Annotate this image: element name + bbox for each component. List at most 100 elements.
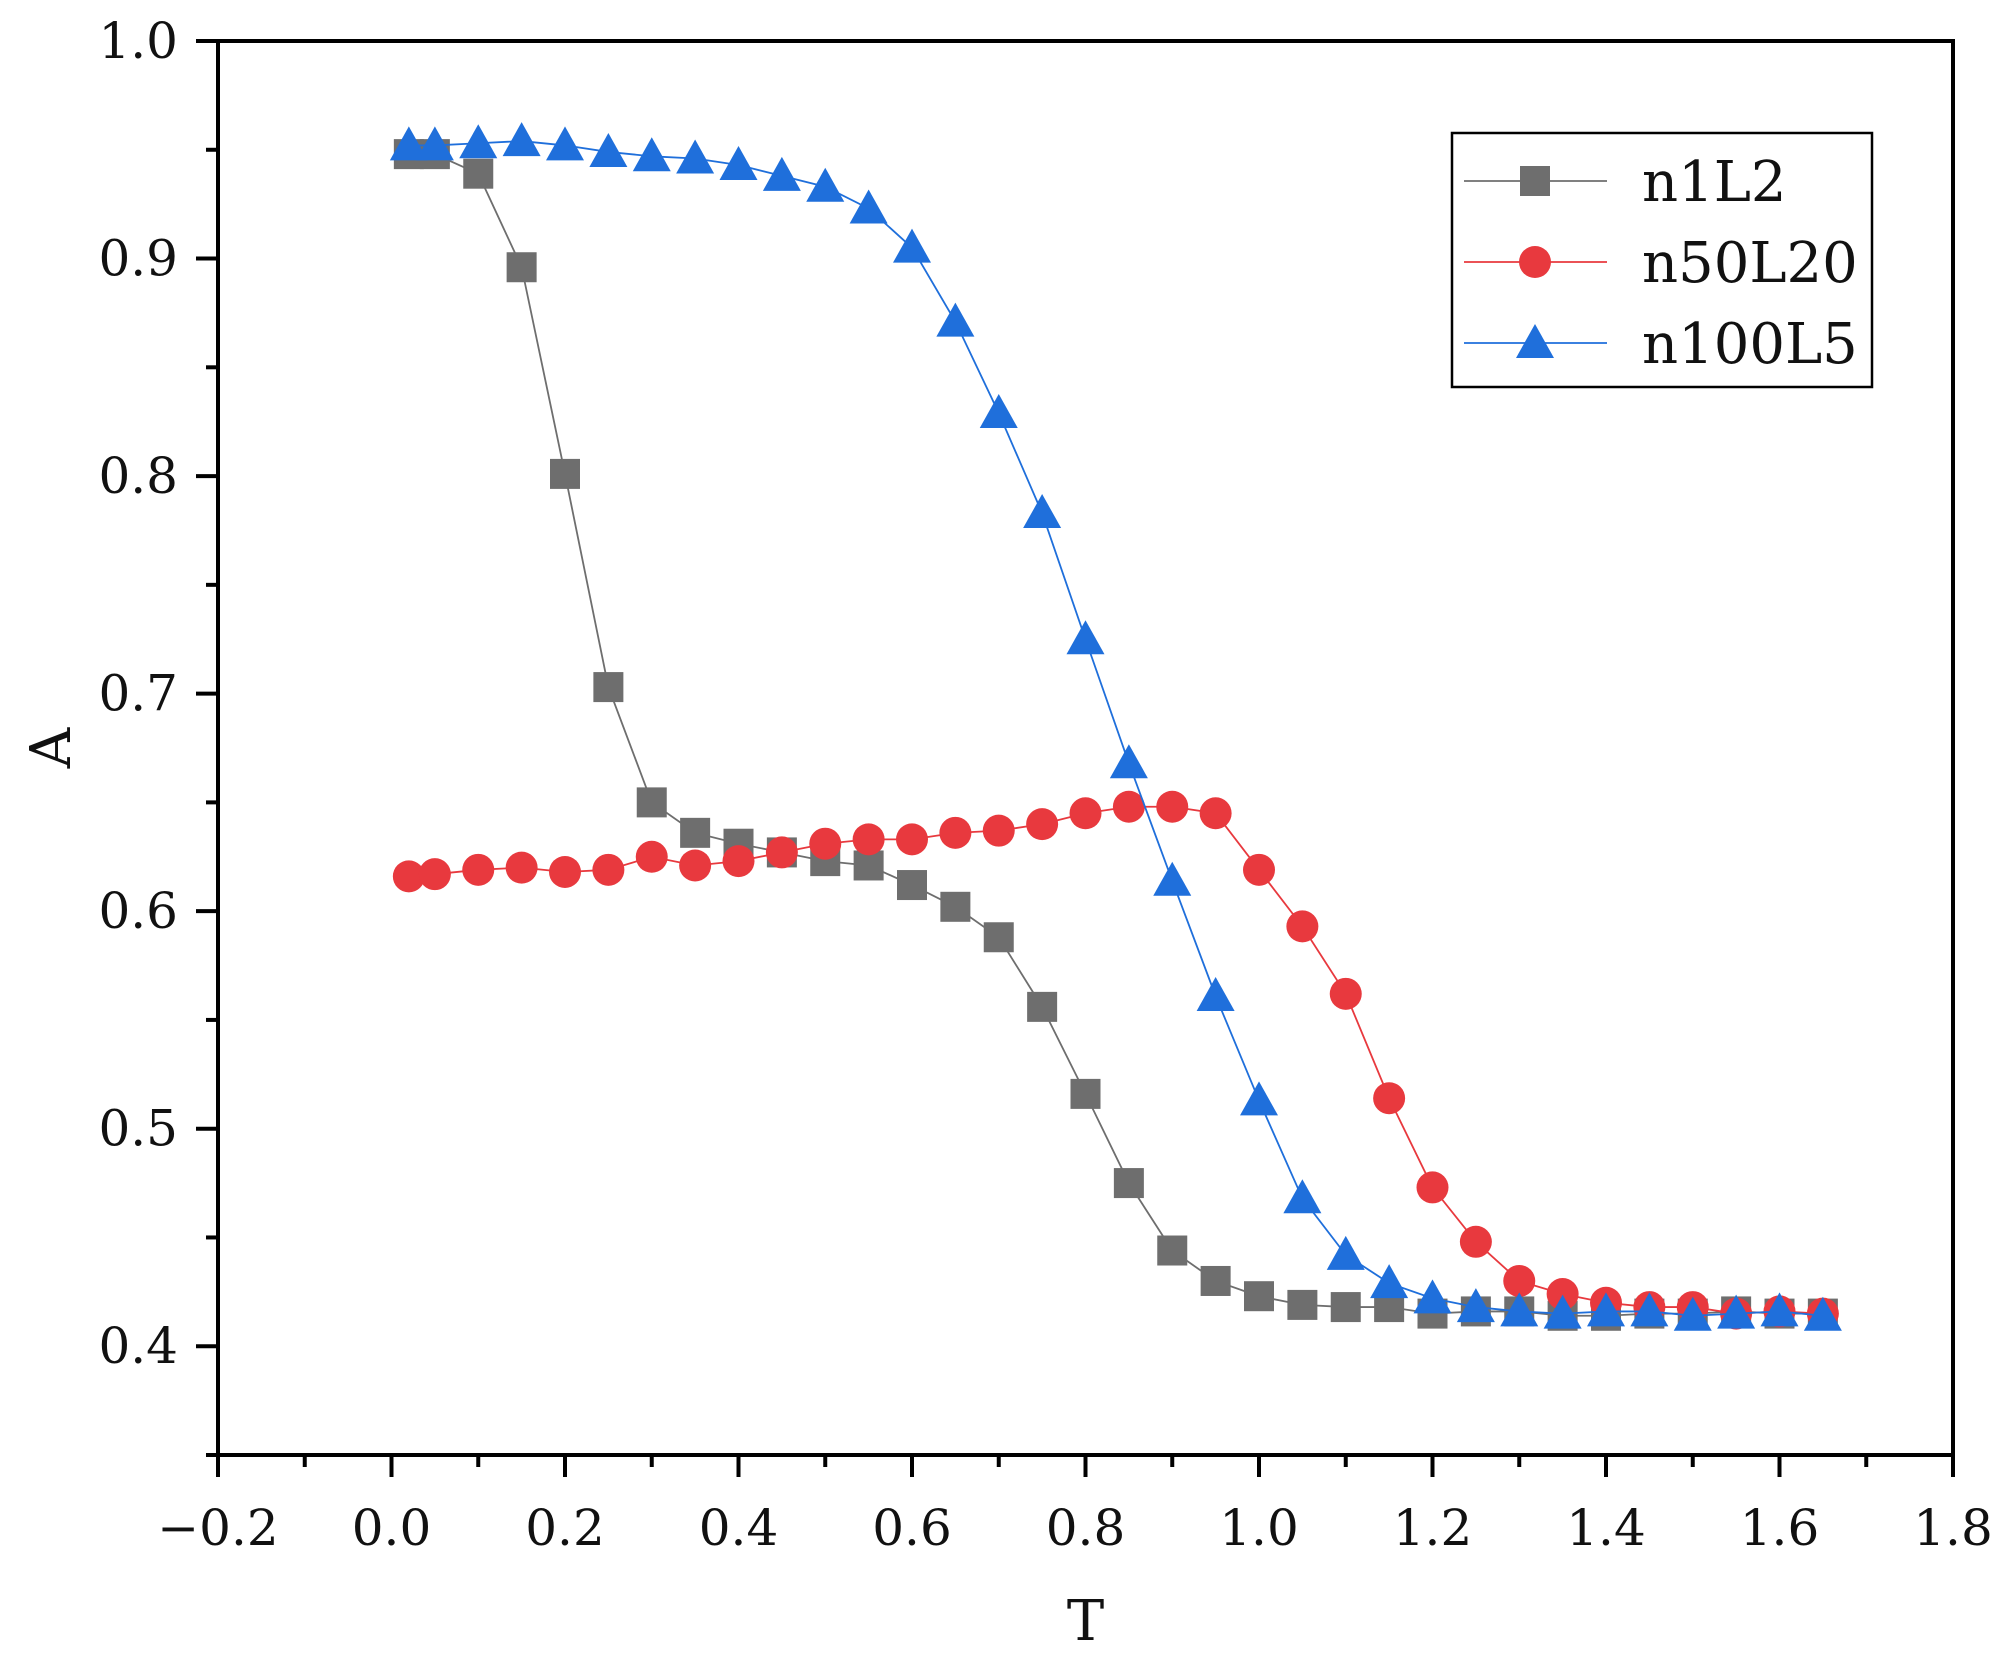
- point-n1l2: [897, 870, 927, 901]
- point-n100l5: [1023, 494, 1062, 529]
- point-n100l5: [1153, 861, 1192, 896]
- point-n1l2: [1287, 1289, 1318, 1320]
- point-n100l5: [459, 124, 498, 159]
- y-axis-title: A: [19, 727, 84, 769]
- point-n100l5: [1283, 1179, 1322, 1214]
- point-n100l5: [979, 393, 1018, 428]
- point-n1l2: [680, 817, 711, 848]
- y-tick-label: 1.0: [98, 12, 178, 70]
- point-n100l5: [1109, 744, 1148, 779]
- point-n100l5: [1630, 1292, 1669, 1327]
- x-tick-label: 1.8: [1913, 1499, 1993, 1557]
- x-tick-label: 0.6: [872, 1499, 952, 1557]
- point-n100l5: [806, 167, 845, 202]
- series-line-n1l2: [408, 153, 1823, 1317]
- point-n100l5: [936, 302, 975, 337]
- x-tick-label: 0.4: [699, 1499, 779, 1557]
- point-n50l20: [809, 827, 842, 860]
- y-tick-label: 0.6: [98, 882, 178, 940]
- legend-item-n50l20: n50L20: [1464, 231, 1858, 296]
- x-tick-label: 1.2: [1393, 1499, 1473, 1557]
- point-n100l5: [1326, 1235, 1365, 1270]
- y-tick-label: 0.4: [98, 1317, 178, 1375]
- point-n50l20: [1416, 1171, 1449, 1204]
- point-n50l20: [1503, 1264, 1536, 1297]
- point-n1l2: [1027, 991, 1058, 1022]
- point-n100l5: [1500, 1292, 1539, 1327]
- series-n100l5: [389, 122, 1842, 1331]
- point-n50l20: [1329, 977, 1362, 1010]
- point-n100l5: [415, 126, 454, 161]
- point-n100l5: [632, 137, 671, 172]
- x-axis: −0.2 0.0 0.2 0.4 0.6 0.8 1.0 1.2 1.4 1.6 1.8: [157, 1455, 1993, 1557]
- point-n100l5: [1673, 1296, 1712, 1331]
- legend-marker-n50l20: [1519, 246, 1551, 278]
- point-n1l2: [1200, 1265, 1231, 1296]
- point-n100l5: [1543, 1294, 1582, 1329]
- point-n50l20: [1156, 790, 1189, 823]
- legend-label-n100l5: n100L5: [1642, 312, 1858, 377]
- legend-label-n1l2: n1L2: [1642, 150, 1787, 215]
- y-tick-label: 0.8: [98, 447, 178, 505]
- point-n100l5: [1240, 1081, 1278, 1116]
- point-n50l20: [1112, 790, 1145, 823]
- point-n1l2: [1244, 1281, 1274, 1312]
- point-n100l5: [1587, 1292, 1625, 1327]
- point-n1l2: [1113, 1168, 1144, 1199]
- point-n50l20: [505, 851, 538, 884]
- point-n50l20: [1546, 1278, 1579, 1311]
- point-n50l20: [1069, 797, 1102, 830]
- x-tick-label: 0.0: [352, 1499, 432, 1557]
- point-n100l5: [676, 139, 715, 174]
- point-n100l5: [849, 189, 888, 224]
- legend-label-n50l20: n50L20: [1642, 231, 1858, 296]
- point-n50l20: [896, 823, 928, 856]
- y-tick-label: 0.9: [98, 230, 178, 288]
- point-n1l2: [983, 922, 1014, 953]
- series-n50l20: [392, 790, 1839, 1330]
- point-n1l2: [853, 850, 884, 881]
- y-axis: 0.4 0.5 0.6 0.7 0.8 0.9 1.0: [98, 12, 218, 1457]
- point-n100l5: [719, 145, 758, 180]
- point-n100l5: [1413, 1279, 1452, 1314]
- point-n100l5: [893, 228, 931, 263]
- point-n50l20: [549, 855, 581, 888]
- series-line-n50l20: [408, 805, 1823, 1315]
- point-n1l2: [593, 672, 624, 703]
- point-n1l2: [1157, 1235, 1188, 1266]
- point-n1l2: [1070, 1078, 1101, 1109]
- point-n50l20: [722, 845, 755, 878]
- point-n50l20: [1199, 797, 1232, 830]
- legend-marker-n1l2: [1520, 166, 1550, 196]
- point-n50l20: [592, 853, 625, 886]
- point-n50l20: [1373, 1082, 1406, 1115]
- point-n50l20: [1286, 910, 1319, 943]
- point-n100l5: [1456, 1288, 1495, 1323]
- point-n100l5: [589, 132, 628, 167]
- point-n50l20: [765, 836, 798, 869]
- series-line-n100l5: [408, 140, 1823, 1317]
- x-tick-label: 1.0: [1219, 1499, 1299, 1557]
- point-n50l20: [418, 858, 451, 891]
- point-n100l5: [502, 122, 541, 157]
- point-n100l5: [1066, 620, 1105, 655]
- point-n50l20: [852, 823, 885, 856]
- point-n50l20: [982, 814, 1015, 847]
- y-tick-label: 0.7: [98, 665, 178, 723]
- point-n100l5: [1803, 1296, 1842, 1331]
- point-n1l2: [1330, 1292, 1361, 1323]
- point-n100l5: [389, 126, 428, 161]
- point-n50l20: [939, 816, 972, 849]
- y-tick-label: 0.5: [98, 1100, 178, 1158]
- legend-item-n100l5: n100L5: [1464, 312, 1858, 377]
- point-n50l20: [392, 860, 425, 893]
- point-n50l20: [462, 853, 495, 886]
- series-layer: [389, 122, 1842, 1331]
- point-n100l5: [1760, 1292, 1799, 1327]
- legend-item-n1l2: n1L2: [1464, 150, 1787, 215]
- legend-marker-n100l5: [1516, 324, 1554, 358]
- x-axis-title: T: [1067, 1589, 1104, 1654]
- x-tick-label: 1.4: [1566, 1499, 1646, 1557]
- legend: n1L2 n50L20 n100L5: [1450, 131, 1874, 389]
